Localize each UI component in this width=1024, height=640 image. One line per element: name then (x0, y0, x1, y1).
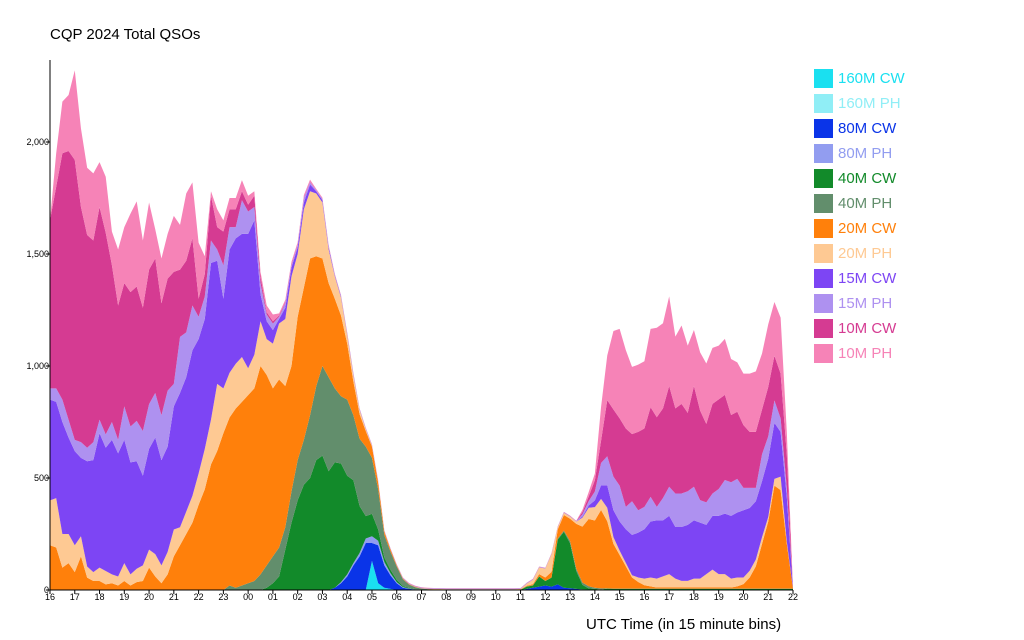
axes: 0 500 1,000 1,500 2,000 16 17 18 19 20 21 22 23 00 01 0… (26, 60, 798, 602)
x-tick-label: 05 (367, 592, 377, 602)
y-tick-label: 2,000 (26, 137, 49, 147)
y-tick-label: 500 (34, 473, 49, 483)
legend-label: 15M PH (838, 295, 893, 312)
y-tick-label: 0 (44, 585, 49, 595)
x-tick-label: 13 (565, 592, 575, 602)
legend-item: 15M CW (814, 266, 905, 291)
x-tick-label: 06 (392, 592, 402, 602)
x-tick-label: 00 (243, 592, 253, 602)
legend-swatch (814, 269, 833, 288)
x-tick-label: 23 (218, 592, 228, 602)
legend-item: 20M PH (814, 241, 905, 266)
legend-swatch (814, 244, 833, 263)
legend-label: 40M CW (838, 170, 897, 187)
x-tick-label: 16 (45, 592, 55, 602)
x-tick-label: 19 (714, 592, 724, 602)
legend: 160M CW 160M PH 80M CW 80M PH 40M CW 40M PH 20… (814, 66, 905, 366)
legend-swatch (814, 319, 833, 338)
legend-label: 40M PH (838, 195, 893, 212)
area-series-20m-cw (50, 256, 793, 590)
x-tick-label: 14 (590, 592, 600, 602)
legend-item: 15M PH (814, 291, 905, 316)
x-tick-label: 18 (95, 592, 105, 602)
x-tick-label: 19 (119, 592, 129, 602)
legend-label: 15M CW (838, 270, 897, 287)
x-tick-label: 04 (342, 592, 352, 602)
legend-label: 20M CW (838, 220, 897, 237)
x-tick-label: 02 (293, 592, 303, 602)
legend-item: 80M CW (814, 116, 905, 141)
x-tick-label: 16 (639, 592, 649, 602)
chart-title: CQP 2024 Total QSOs (50, 26, 201, 43)
legend-label: 20M PH (838, 245, 893, 262)
area-layers (50, 70, 793, 590)
x-tick-label: 17 (664, 592, 674, 602)
x-tick-label: 18 (689, 592, 699, 602)
legend-swatch (814, 169, 833, 188)
x-tick-label: 20 (738, 592, 748, 602)
x-axis-label: UTC Time (in 15 minute bins) (586, 616, 782, 633)
legend-swatch (814, 69, 833, 88)
legend-label: 80M PH (838, 145, 893, 162)
x-tick-label: 21 (763, 592, 773, 602)
area-series-10m-ph (50, 70, 793, 589)
x-tick-label: 22 (194, 592, 204, 602)
x-tick-label: 07 (416, 592, 426, 602)
legend-item: 40M PH (814, 191, 905, 216)
legend-item: 80M PH (814, 141, 905, 166)
legend-item: 160M PH (814, 91, 905, 116)
legend-item: 20M CW (814, 216, 905, 241)
legend-item: 10M CW (814, 316, 905, 341)
legend-swatch (814, 344, 833, 363)
area-series-15m-cw (50, 184, 793, 590)
legend-item: 10M PH (814, 341, 905, 366)
legend-item: 40M CW (814, 166, 905, 191)
legend-swatch (814, 294, 833, 313)
legend-label: 10M CW (838, 320, 897, 337)
legend-label: 160M PH (838, 95, 901, 112)
x-tick-label: 01 (268, 592, 278, 602)
legend-swatch (814, 94, 833, 113)
x-tick-label: 15 (615, 592, 625, 602)
x-tick-label: 11 (516, 592, 525, 602)
legend-label: 80M CW (838, 120, 897, 137)
legend-item: 160M CW (814, 66, 905, 91)
x-tick-label: 09 (466, 592, 476, 602)
x-tick-label: 08 (441, 592, 451, 602)
x-tick-label: 20 (144, 592, 154, 602)
y-tick-label: 1,000 (26, 361, 49, 371)
x-tick-label: 21 (169, 592, 179, 602)
x-tick-label: 10 (491, 592, 501, 602)
x-tick-label: 22 (788, 592, 798, 602)
legend-swatch (814, 119, 833, 138)
y-tick-label: 1,500 (26, 249, 49, 259)
legend-label: 160M CW (838, 70, 905, 87)
legend-swatch (814, 219, 833, 238)
x-tick-label: 17 (70, 592, 80, 602)
legend-swatch (814, 194, 833, 213)
legend-label: 10M PH (838, 345, 893, 362)
x-tick-label: 03 (317, 592, 327, 602)
legend-swatch (814, 144, 833, 163)
x-tick-label: 12 (540, 592, 550, 602)
